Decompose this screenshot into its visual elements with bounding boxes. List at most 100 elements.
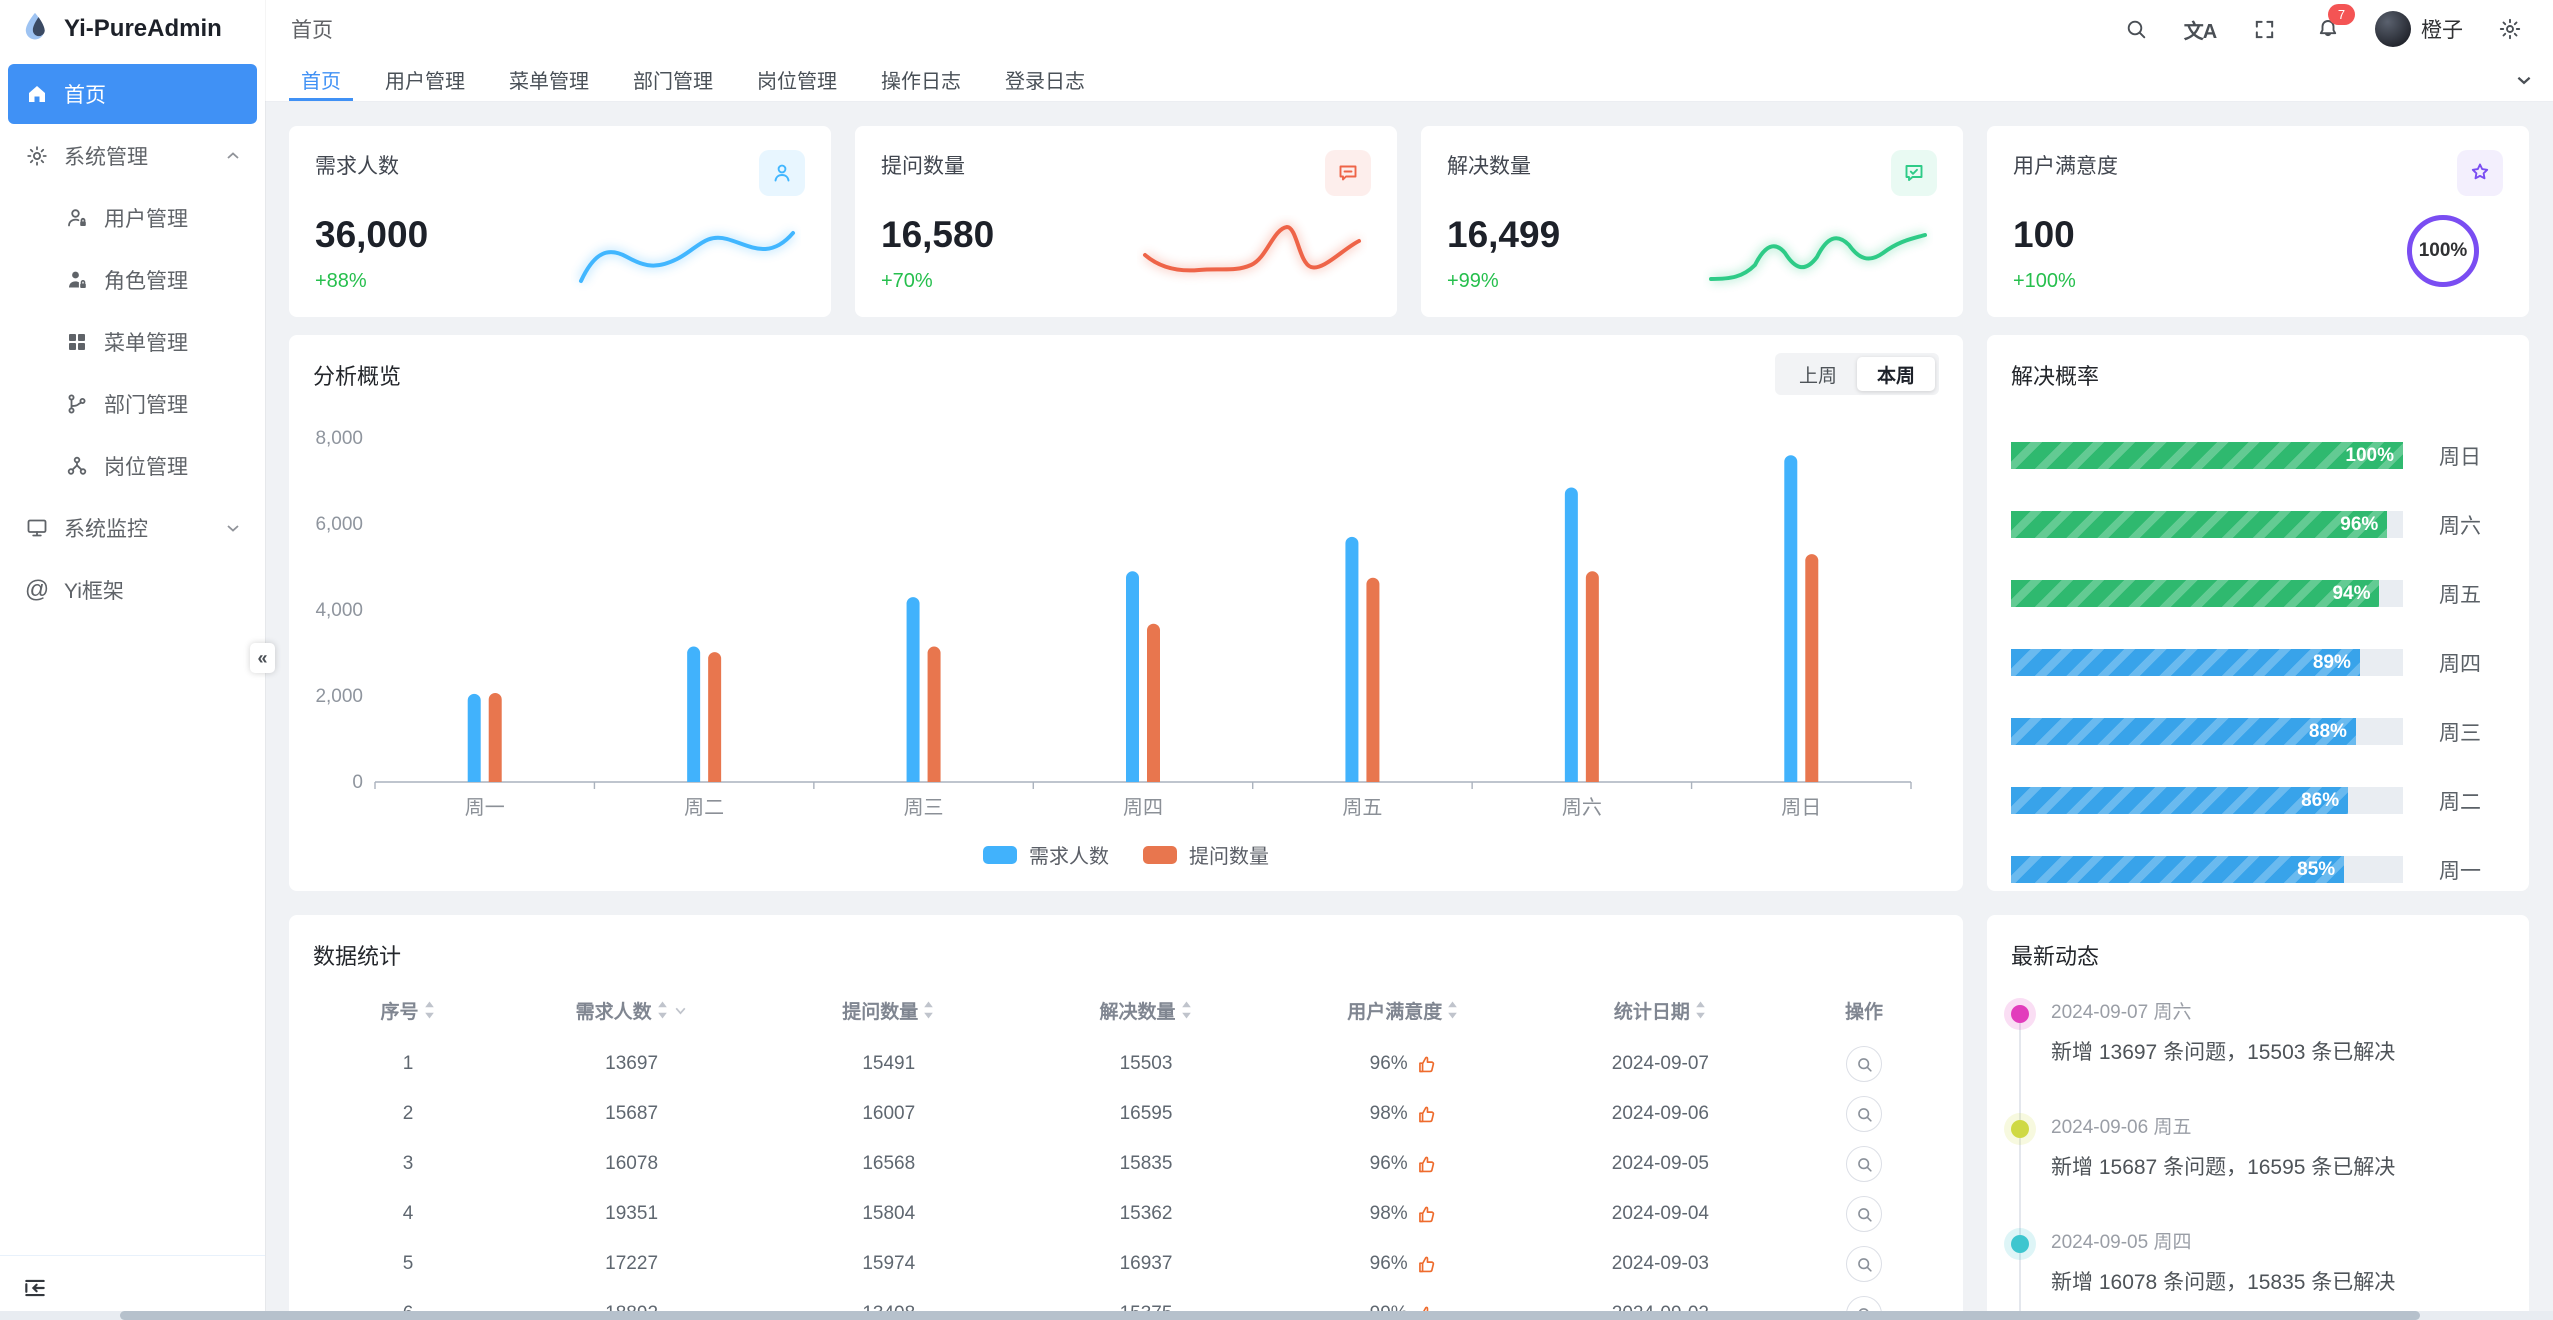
- sort-carets-icon[interactable]: [1446, 999, 1459, 1021]
- sidebar-item-system-management[interactable]: 系统管理: [8, 126, 257, 186]
- stat-card-satisfaction: 用户满意度 100 +100% 100%: [1987, 126, 2529, 317]
- bell-icon[interactable]: 7: [2311, 4, 2355, 46]
- legend-item-0[interactable]: 需求人数: [983, 840, 1109, 869]
- tab-options-chevron-icon[interactable]: [2495, 58, 2553, 101]
- sort-carets-icon[interactable]: [922, 999, 935, 1021]
- timeline-dot: [2011, 1005, 2029, 1023]
- thumb-up-icon: [1416, 1104, 1437, 1125]
- sort-carets-icon[interactable]: [1180, 999, 1193, 1021]
- tab-4[interactable]: 岗位管理: [757, 71, 837, 93]
- tab-3[interactable]: 部门管理: [633, 71, 713, 93]
- table-header-row: 序号 需求人数 提问数量 解决数量 用户满意度 统计日期 操作: [313, 981, 1939, 1039]
- row-statistics: 数据统计 序号 需求人数 提问数量 解决数量 用户满意度 统计日期 操作 1 13697 154…: [289, 915, 2529, 1320]
- navbar-actions: 文A 7 橙子: [2119, 4, 2527, 47]
- action-cell: [1789, 1196, 1939, 1232]
- solve-bar-row-3: 89% 周四: [2011, 628, 2505, 697]
- bar-提问数量-周五: [1366, 577, 1380, 782]
- table-column-header-0[interactable]: 序号: [313, 997, 503, 1024]
- progress-track: 94%: [2011, 580, 2403, 607]
- legend-item-1[interactable]: 提问数量: [1143, 840, 1269, 869]
- progress-fill: 96%: [2011, 511, 2388, 538]
- username: 橙子: [2421, 19, 2463, 42]
- bar-chart: 0 2,000 4,000 6,000 8,000 周一 周二 周三 周四 周五 周六 周日: [315, 428, 1912, 819]
- sidebar-item-yi-framework[interactable]: @ Yi框架: [8, 560, 257, 620]
- translate-icon[interactable]: 文A: [2183, 20, 2217, 43]
- stat-card-delta: +70%: [881, 270, 933, 292]
- data-statistics-panel: 数据统计 序号 需求人数 提问数量 解决数量 用户满意度 统计日期 操作 1 13697 154…: [289, 915, 1963, 1320]
- sidebar-item-label: 系统管理: [64, 146, 148, 169]
- table-column-header-4[interactable]: 用户满意度: [1275, 997, 1532, 1024]
- tab-1[interactable]: 用户管理: [385, 71, 465, 93]
- progress-day-label: 周四: [2439, 652, 2481, 676]
- svg-text:周三: 周三: [904, 797, 944, 819]
- user-menu[interactable]: 橙子: [2375, 11, 2463, 47]
- solve-bar-row-6: 85% 周一: [2011, 835, 2505, 904]
- collapse-sidebar-icon[interactable]: [22, 1275, 48, 1301]
- row-view-button[interactable]: [1846, 1196, 1882, 1232]
- tab-2[interactable]: 菜单管理: [509, 71, 589, 93]
- horizontal-scrollbar-thumb[interactable]: [120, 1311, 2420, 1320]
- toggle-last-week[interactable]: 上周: [1798, 365, 1837, 387]
- row-view-button[interactable]: [1846, 1046, 1882, 1082]
- stat-card-value: 36,000: [315, 214, 429, 255]
- stat-cards-row: 需求人数 36,000 +88% 提问数量: [289, 126, 2529, 317]
- sidebar-item-menu-management[interactable]: 菜单管理: [8, 312, 257, 372]
- sidebar-item-label: 首页: [64, 84, 106, 107]
- progress-day-label: 周五: [2439, 583, 2481, 607]
- solve-bar-row-1: 96% 周六: [2011, 490, 2505, 559]
- tab-list: 首页 用户管理 菜单管理 部门管理 岗位管理 操作日志 登录日志: [279, 58, 1107, 101]
- bar-提问数量-周二: [708, 652, 722, 782]
- toggle-this-week[interactable]: 本周: [1857, 357, 1935, 391]
- sidebar-item-post-management[interactable]: 岗位管理: [8, 436, 257, 496]
- sidebar-item-home[interactable]: 首页: [8, 64, 257, 124]
- star-icon: [2457, 150, 2503, 196]
- chevron-down-icon: [225, 520, 241, 536]
- tab-6[interactable]: 登录日志: [1005, 71, 1085, 93]
- sort-carets-icon[interactable]: [656, 999, 669, 1021]
- analysis-overview-title: 分析概览: [313, 364, 402, 389]
- stat-card-title: 需求人数: [315, 155, 399, 178]
- stat-card-delta: +88%: [315, 270, 367, 292]
- table-cell: 15835: [1119, 1153, 1173, 1174]
- legend-label: 需求人数: [1029, 846, 1109, 868]
- search-icon[interactable]: [2119, 12, 2153, 46]
- sidebar-item-department-management[interactable]: 部门管理: [8, 374, 257, 434]
- sidebar-item-user-management[interactable]: 用户管理: [8, 188, 257, 248]
- user-lock-icon: [64, 205, 90, 231]
- table-column-header-2[interactable]: 提问数量: [760, 997, 1017, 1024]
- table-column-header-1[interactable]: 需求人数: [503, 997, 760, 1024]
- sidebar-item-system-monitor[interactable]: 系统监控: [8, 498, 257, 558]
- sidebar-collapse-handle[interactable]: «: [250, 643, 275, 673]
- breadcrumb: 首页: [291, 19, 333, 42]
- sidebar-submenu-system: 用户管理 角色管理 菜单管理: [8, 188, 257, 496]
- row-view-button[interactable]: [1846, 1146, 1882, 1182]
- sidebar-item-role-management[interactable]: 角色管理: [8, 250, 257, 310]
- table-cell: 15491: [862, 1053, 916, 1074]
- row-view-button[interactable]: [1846, 1096, 1882, 1132]
- bar-提问数量-周四: [1147, 623, 1160, 782]
- sidebar-item-label: 系统监控: [64, 518, 148, 541]
- solve-probability-title: 解决概率: [2011, 364, 2100, 389]
- sort-carets-icon[interactable]: [423, 999, 436, 1021]
- analysis-overview-panel: 分析概览 上周 本周 0 2,000 4,000 6,000 8,000 周一 周二 周三 周四…: [289, 335, 1963, 891]
- filter-chevron-icon[interactable]: [673, 1003, 688, 1018]
- table-column-header-5[interactable]: 统计日期: [1532, 997, 1789, 1024]
- app-logo[interactable]: Yi-PureAdmin: [0, 0, 265, 58]
- row-view-button[interactable]: [1846, 1246, 1882, 1282]
- sort-carets-icon[interactable]: [1694, 999, 1707, 1021]
- tab-0[interactable]: 首页: [279, 58, 363, 101]
- table-cell: 15974: [862, 1253, 916, 1274]
- sidebar-item-label: 角色管理: [104, 270, 188, 293]
- column-label: 操作: [1844, 1001, 1883, 1023]
- settings-gear-icon[interactable]: [2493, 12, 2527, 46]
- timeline-dot: [2011, 1235, 2029, 1253]
- stat-card-solved: 解决数量 16,499 +99%: [1421, 126, 1963, 317]
- latest-news-panel: 最新动态 2024-09-07 周六 新增 13697 条问题，15503 条已解…: [1987, 915, 2529, 1320]
- thumb-up-icon: [1416, 1204, 1437, 1225]
- fullscreen-icon[interactable]: [2247, 12, 2281, 46]
- at-icon: @: [24, 576, 50, 603]
- table-body: 1 13697 15491 15503 96% 2024-09-07 2 15687 16007…: [313, 1039, 1939, 1320]
- tab-5[interactable]: 操作日志: [881, 71, 961, 93]
- satisfaction-ring: 100%: [2407, 215, 2479, 287]
- table-column-header-3[interactable]: 解决数量: [1017, 997, 1274, 1024]
